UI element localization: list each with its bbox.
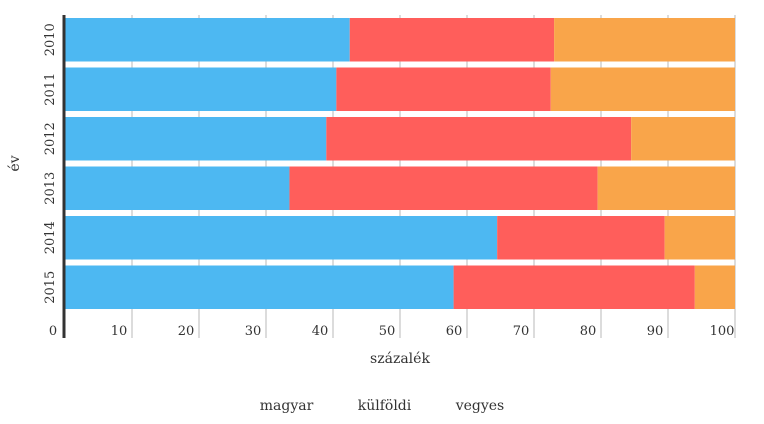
bar-külföldi-2012 <box>326 117 632 161</box>
bar-vegyes-2013 <box>597 166 735 210</box>
bar-magyar-2012 <box>65 117 327 161</box>
bar-vegyes-2012 <box>631 117 735 161</box>
x-tick-label: 60 <box>446 324 463 339</box>
bar-magyar-2011 <box>65 67 337 111</box>
legend: magyar külföldi vegyes <box>0 398 764 414</box>
legend-item-kulfoldi[interactable]: külföldi <box>357 398 412 414</box>
y-tick-label: 2010 <box>43 23 58 56</box>
x-tick-label: 10 <box>111 324 128 339</box>
bar-külföldi-2011 <box>336 67 551 111</box>
chart-svg: 2010 2011 2012 2013 2014 2015 0 10 20 30 40 50 60 70 8… <box>7 15 736 367</box>
bar-vegyes-2011 <box>550 67 735 111</box>
bar-vegyes-2015 <box>694 265 735 309</box>
x-tick-label: 100 <box>710 324 735 339</box>
y-tick-label: 2015 <box>43 271 58 304</box>
y-axis-title: év <box>7 155 23 171</box>
x-tick-label: 40 <box>312 324 329 339</box>
legend-item-magyar[interactable]: magyar <box>259 398 314 414</box>
bar-magyar-2015 <box>65 265 454 309</box>
bar-külföldi-2013 <box>289 166 598 210</box>
x-tick-label: 20 <box>178 324 195 339</box>
y-tick-label: 2012 <box>43 122 58 155</box>
y-tick-label: 2011 <box>43 73 58 106</box>
bar-vegyes-2014 <box>664 216 735 260</box>
x-tick-label: 90 <box>647 324 664 339</box>
bar-külföldi-2014 <box>497 216 665 260</box>
x-tick-label: 0 <box>49 324 57 339</box>
x-tick-label: 70 <box>513 324 530 339</box>
x-tick-label: 30 <box>245 324 262 339</box>
legend-item-vegyes[interactable]: vegyes <box>455 398 505 414</box>
bar-külföldi-2015 <box>453 265 695 309</box>
bar-vegyes-2010 <box>554 18 735 62</box>
bar-külföldi-2010 <box>349 18 555 62</box>
x-axis-title: százalék <box>370 351 430 367</box>
bar-magyar-2013 <box>65 166 290 210</box>
bar-magyar-2010 <box>65 18 350 62</box>
x-tick-label: 80 <box>580 324 597 339</box>
y-tick-label: 2013 <box>43 172 58 205</box>
bar-magyar-2014 <box>65 216 498 260</box>
y-tick-label: 2014 <box>43 221 58 254</box>
x-tick-label: 50 <box>379 324 396 339</box>
